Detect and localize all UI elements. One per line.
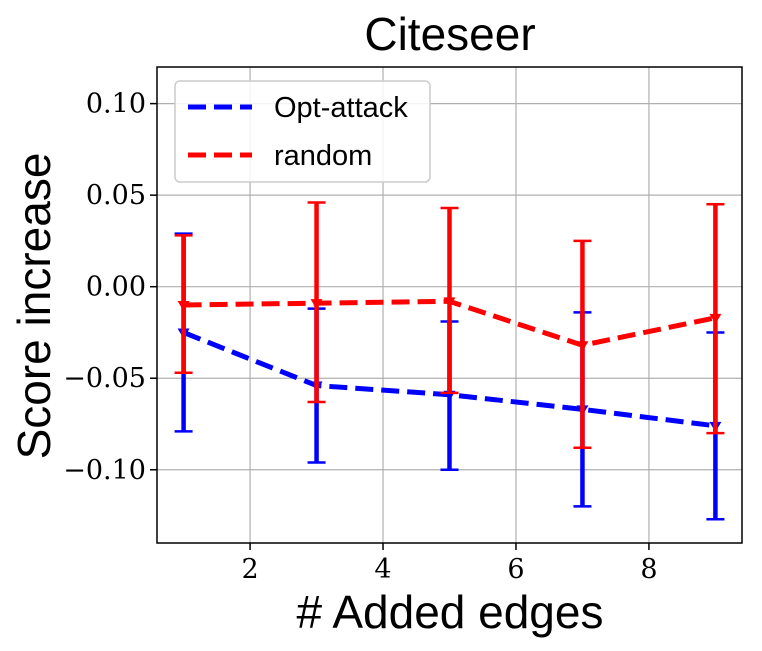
data-point-random — [443, 297, 456, 308]
chart-title: Citeseer — [364, 8, 535, 60]
y-axis-label: Score increase — [8, 153, 60, 460]
legend-frame — [174, 80, 431, 183]
y-axis-ticks: 0.10 0.05 0.00 −0.05 −0.10 — [63, 89, 157, 486]
y-tick-label: −0.05 — [63, 363, 146, 394]
data-point-random — [576, 341, 589, 352]
x-tick-label: 2 — [241, 554, 258, 585]
x-axis-label: # Added edges — [297, 586, 604, 638]
y-tick-label: 0.00 — [86, 272, 146, 303]
x-tick-label: 6 — [507, 554, 524, 585]
y-tick-label: −0.10 — [63, 455, 146, 486]
legend-label-opt-attack: Opt-attack — [274, 92, 408, 124]
x-tick-label: 8 — [640, 554, 657, 585]
y-tick-label: 0.10 — [86, 89, 146, 120]
x-axis-ticks: 2 4 6 8 — [241, 543, 658, 585]
y-tick-label: 0.05 — [86, 180, 146, 211]
plot-frame — [156, 66, 743, 544]
legend: Opt-attack random — [174, 80, 431, 183]
x-tick-label: 4 — [374, 554, 391, 585]
series-random — [174, 201, 725, 450]
legend-label-random: random — [274, 140, 372, 172]
data-point-random — [709, 313, 722, 324]
data-point-random — [310, 299, 323, 310]
series-layer — [174, 201, 725, 521]
data-point-random — [177, 301, 190, 311]
